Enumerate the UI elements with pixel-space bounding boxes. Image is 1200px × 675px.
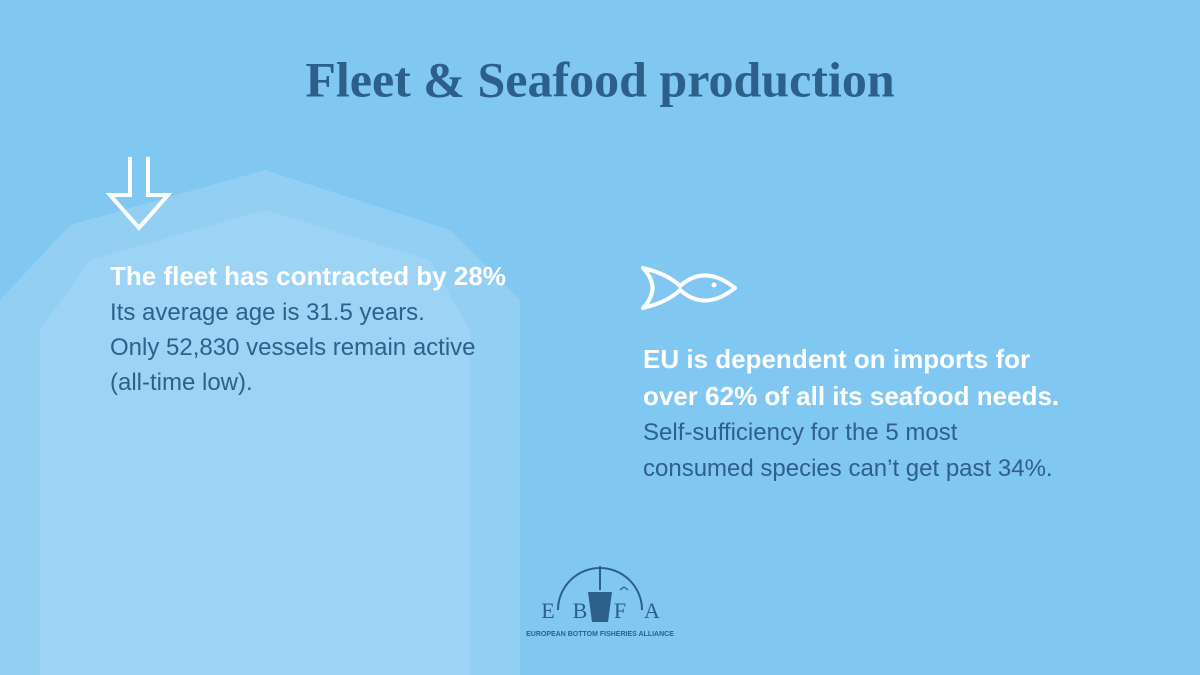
left-headline: The fleet has contracted by 28% [110,261,506,291]
right-headline: over 62% of all its seafood needs. [643,381,1059,411]
logo-letter: E [541,598,554,623]
right-line: Self-sufficiency for the 5 most [643,419,958,446]
left-line: Only 52,830 vessels remain active [110,334,476,361]
left-line: (all-time low). [110,369,253,396]
fish-icon [641,266,737,310]
logo-letter: A [644,598,660,623]
title: Fleet & Seafood production [305,51,895,107]
logo-letter: F [614,598,626,623]
logo-tagline: EUROPEAN BOTTOM FISHERIES ALLIANCE [526,631,674,638]
right-line: consumed species can’t get past 34%. [643,455,1053,482]
shield-inner [40,210,470,675]
down-arrow-icon [105,157,173,232]
shield-watermark [0,170,520,675]
left-line: Its average age is 31.5 years. [110,299,425,326]
logo-letter: B [573,598,588,623]
right-headline: EU is dependent on imports for [643,344,1030,374]
logo: E B F A EUROPEAN BOTTOM FISHERIES ALLIAN… [526,566,674,638]
